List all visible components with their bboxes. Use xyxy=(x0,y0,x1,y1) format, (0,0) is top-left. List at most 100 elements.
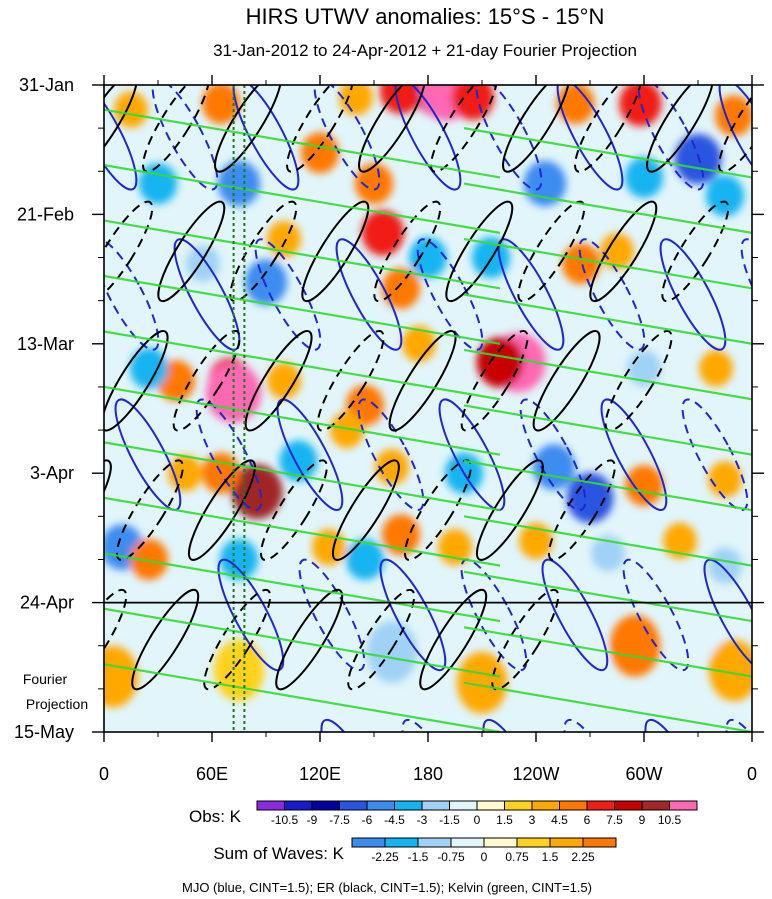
colorbar-box xyxy=(256,800,285,811)
wave-sum-mark xyxy=(708,639,752,702)
er-contour xyxy=(104,85,138,173)
er-contour xyxy=(502,85,570,173)
mjo-contour xyxy=(173,238,241,351)
kelvin-contour xyxy=(104,274,501,345)
er-contour xyxy=(574,85,642,173)
x-tick-label: 60E xyxy=(196,764,228,784)
mjo-contour xyxy=(401,718,469,732)
obs-anomaly-mark xyxy=(379,85,423,114)
colorbar-tick-label: 6 xyxy=(584,813,591,827)
er-contour xyxy=(517,200,586,303)
overlay-legend: MJO (blue, CINT=1.5); ER (black, CINT=1.… xyxy=(182,880,592,895)
mjo-contour xyxy=(718,85,752,191)
kelvin-contour xyxy=(104,385,501,456)
obs-anomaly-mark xyxy=(699,350,733,387)
axis-ticks: 0 60E 120E 180 120W 60W 0 31-Jan 21-Feb 13-Mar 3-A… xyxy=(14,75,764,784)
anomaly-field xyxy=(104,85,752,714)
colorbar-box xyxy=(586,800,615,811)
colorbar-tick-label: 3 xyxy=(529,813,536,827)
wave-sum-mark xyxy=(366,621,418,683)
obs-colorbar: Obs: K -10.5 -9 -7.5 -6 -4.5 -3 -1.5 0 1.5 3 4.5 6 7… xyxy=(189,800,698,827)
colorbar-box xyxy=(421,800,450,811)
kelvin-contour xyxy=(463,348,752,401)
colorbar-tick-label: 9 xyxy=(639,813,646,827)
er-contour xyxy=(229,200,298,303)
obs-anomaly-mark xyxy=(708,461,742,498)
colorbar-tick-label: -2.25 xyxy=(371,850,399,864)
colorbar-box xyxy=(394,800,423,811)
mjo-contour xyxy=(195,398,263,511)
obs-anomaly-mark xyxy=(219,538,259,580)
kelvin-contour xyxy=(463,626,752,678)
kelvin-contour xyxy=(463,570,752,623)
kelvin-contour xyxy=(463,127,752,179)
kelvin-contour xyxy=(104,164,501,234)
er-contour xyxy=(157,200,226,303)
plot-area: 0 60E 120E 180 120W 60W 0 31-Jan 21-Feb 13-Mar 3-A… xyxy=(14,75,764,784)
colorbar-box xyxy=(284,800,313,811)
colorbar-box xyxy=(531,800,560,811)
er-contour xyxy=(286,85,354,173)
er-contour xyxy=(547,459,616,561)
obs-anomaly-mark xyxy=(201,85,241,124)
kelvin-contour xyxy=(104,441,501,512)
y-tick-label: 3-Apr xyxy=(30,463,74,483)
mjo-contour xyxy=(740,238,752,351)
mjo-contour xyxy=(600,398,668,511)
mjo-contour xyxy=(578,238,646,351)
colorbar-tick-label: 10.5 xyxy=(658,813,682,827)
mjo-contour xyxy=(335,238,403,351)
wave-sum-mark xyxy=(609,614,661,677)
colorbar-box xyxy=(516,837,551,848)
colorbar-tick-label: 4.5 xyxy=(551,813,568,827)
colorbar-box xyxy=(483,837,518,848)
colorbar-box xyxy=(549,837,584,848)
anomaly-blobs xyxy=(104,85,752,714)
waves-colorbar: Sum of Waves: K -2.25 -1.5 -0.75 0 0.75 1.5 2.… xyxy=(213,837,617,864)
wave-sum-mark xyxy=(104,645,139,708)
mjo-contour xyxy=(438,398,506,511)
er-contour xyxy=(214,85,282,173)
kelvin-contour xyxy=(104,663,501,732)
mjo-contour xyxy=(379,558,447,672)
colorbar-tick-label: 2.25 xyxy=(571,850,595,864)
kelvin-contour xyxy=(104,496,501,567)
mjo-contour xyxy=(394,85,462,191)
colorbar-tick-label: -0.75 xyxy=(437,850,465,864)
er-contour xyxy=(104,200,154,303)
er-contour xyxy=(445,200,514,303)
er-contour xyxy=(316,330,385,432)
obs-anomaly-mark xyxy=(519,522,553,560)
er-contour xyxy=(131,588,200,691)
er-contour xyxy=(373,200,442,303)
y-tick-label: 24-Apr xyxy=(20,593,74,613)
wave-sum-mark xyxy=(213,639,265,702)
colorbar-tick-label: -1.5 xyxy=(408,850,429,864)
er-contour xyxy=(172,330,241,432)
colorbar-tick-label: -1.5 xyxy=(439,813,460,827)
mjo-contour xyxy=(725,718,752,732)
er-contour xyxy=(589,200,658,303)
er-contour xyxy=(475,459,544,561)
obs-colorbar-label: Obs: K xyxy=(189,807,242,826)
chart-title: HIRS UTWV anomalies: 15°S - 15°N xyxy=(246,4,605,29)
colorbar-tick-label: 0 xyxy=(481,850,488,864)
kelvin-contour xyxy=(463,237,752,290)
mjo-contour xyxy=(416,238,484,351)
obs-anomaly-mark xyxy=(330,411,364,449)
colorbar-box xyxy=(559,800,588,811)
kelvin-contour xyxy=(463,459,752,512)
y-tick-label: 31-Jan xyxy=(19,75,74,95)
mjo-contour xyxy=(254,238,322,351)
obs-anomaly-mark xyxy=(600,233,634,270)
er-contour xyxy=(331,459,400,561)
obs-anomaly-mark xyxy=(402,325,436,362)
colorbar-box xyxy=(641,800,670,811)
colorbar-tick-label: -3 xyxy=(417,813,428,827)
mjo-contour xyxy=(104,238,160,351)
er-contour xyxy=(104,459,112,561)
obs-anomaly-mark xyxy=(339,85,373,116)
obs-anomaly-mark xyxy=(375,448,409,486)
x-tick-label: 60W xyxy=(625,764,662,784)
colorbar-tick-label: 7.5 xyxy=(606,813,623,827)
